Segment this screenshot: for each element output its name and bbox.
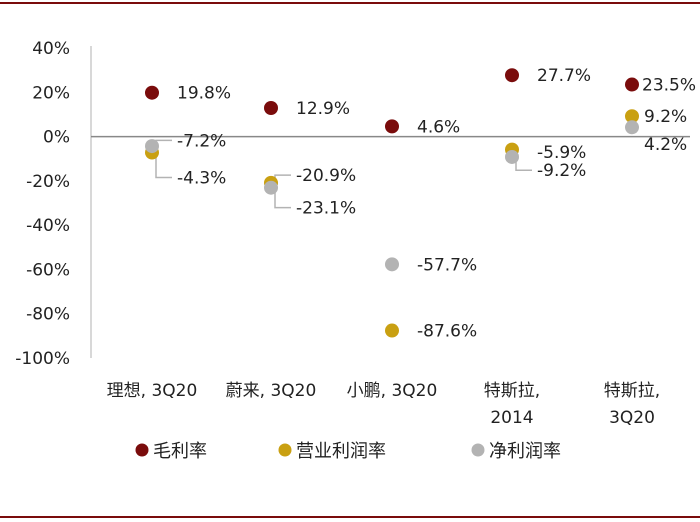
legend-marker: [471, 443, 485, 457]
category-label: 特斯拉,: [484, 381, 540, 401]
data-label-营业利润率-4: 9.2%: [644, 107, 687, 127]
data-label-营业利润率-0: -7.2%: [177, 131, 226, 151]
y-tick-label: 20%: [32, 83, 70, 103]
data-label-净利润率-4: 4.2%: [644, 135, 687, 155]
y-tick-label: 40%: [32, 39, 70, 59]
point-毛利率-3: [505, 68, 519, 83]
data-label-净利润率-3: -9.2%: [537, 161, 586, 181]
legend: 毛利率 营业利润率 净利润率: [135, 441, 561, 462]
category-label: 理想, 3Q20: [107, 381, 198, 401]
data-points: [145, 68, 639, 338]
point-毛利率-0: [145, 85, 159, 100]
data-label-毛利率-2: 4.6%: [417, 117, 460, 137]
leader-line: [274, 187, 291, 209]
point-毛利率-1: [264, 101, 278, 116]
category-label: 2014: [490, 408, 533, 428]
y-tick-labels: 40% 20% 0% -20% -40% -60% -80% -100%: [15, 39, 70, 369]
category-label: 小鹏, 3Q20: [347, 381, 438, 401]
point-净利润率-0: [145, 139, 159, 154]
y-tick-label: -80%: [26, 305, 70, 325]
data-label-毛利率-1: 12.9%: [296, 99, 350, 119]
point-净利润率-4: [625, 120, 639, 135]
legend-marker: [135, 443, 149, 457]
point-净利润率-3: [505, 149, 519, 164]
point-营业利润率-2: [385, 323, 399, 338]
data-label-净利润率-2: -57.7%: [417, 255, 477, 275]
point-净利润率-1: [264, 180, 278, 195]
y-tick-label: -40%: [26, 216, 70, 236]
data-label-净利润率-0: -4.3%: [177, 169, 226, 189]
data-labels: 19.8% 12.9% 4.6% 27.7% 23.5% -7.2% -20.9% -87.6…: [177, 66, 696, 341]
point-毛利率-2: [385, 119, 399, 134]
data-label-营业利润率-3: -5.9%: [537, 143, 586, 163]
point-净利润率-2: [385, 257, 399, 272]
legend-marker: [278, 443, 292, 457]
category-label: 3Q20: [609, 408, 655, 428]
y-tick-label: -20%: [26, 172, 70, 192]
data-label-营业利润率-2: -87.6%: [417, 322, 477, 342]
y-tick-label: -100%: [15, 349, 70, 369]
legend-label: 毛利率: [153, 441, 207, 462]
data-label-毛利率-0: 19.8%: [177, 84, 231, 104]
category-label: 蔚来, 3Q20: [226, 381, 317, 401]
point-营业利润率-4: [625, 109, 639, 124]
category-label: 特斯拉,: [604, 381, 660, 401]
data-label-净利润率-1: -23.1%: [296, 199, 356, 219]
data-label-毛利率-4: 23.5%: [642, 76, 696, 96]
data-label-毛利率-3: 27.7%: [537, 66, 591, 86]
y-tick-label: -60%: [26, 260, 70, 280]
y-tick-label: 0%: [43, 128, 70, 148]
legend-label: 净利润率: [489, 441, 561, 462]
point-毛利率-4: [625, 77, 639, 92]
legend-label: 营业利润率: [296, 441, 386, 462]
data-label-营业利润率-1: -20.9%: [296, 166, 356, 186]
category-labels: 理想, 3Q20 蔚来, 3Q20 小鹏, 3Q20 特斯拉, 2014 特斯拉, 3Q20: [107, 381, 661, 428]
